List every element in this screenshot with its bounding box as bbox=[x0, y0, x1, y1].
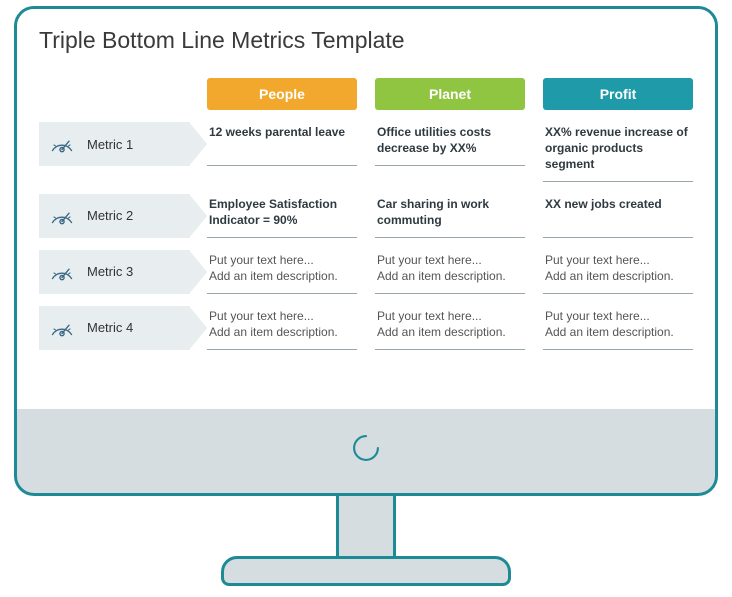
metric-cell: XX new jobs created bbox=[543, 194, 693, 238]
metric-label: Metric 2 bbox=[39, 194, 189, 238]
gauge-icon bbox=[47, 257, 77, 287]
power-icon bbox=[349, 431, 383, 465]
monitor-neck bbox=[336, 496, 396, 556]
metric-cell: Put your text here... Add an item descri… bbox=[207, 250, 357, 294]
gauge-icon bbox=[47, 201, 77, 231]
monitor-chin bbox=[17, 403, 715, 493]
metric-label: Metric 1 bbox=[39, 122, 189, 166]
metric-label-text: Metric 3 bbox=[87, 264, 133, 279]
metric-cell: Put your text here... Add an item descri… bbox=[375, 306, 525, 350]
metric-cell: Office utilities costs decrease by XX% bbox=[375, 122, 525, 166]
col-header-people: People bbox=[207, 78, 357, 110]
metric-cell: Employee Satisfaction Indicator = 90% bbox=[207, 194, 357, 238]
gauge-icon bbox=[47, 129, 77, 159]
metric-cell: Put your text here... Add an item descri… bbox=[375, 250, 525, 294]
metric-label: Metric 4 bbox=[39, 306, 189, 350]
metric-label-text: Metric 2 bbox=[87, 208, 133, 223]
metrics-grid: People Planet Profit Metric 1 12 weeks pa… bbox=[39, 78, 693, 350]
pill-profit: Profit bbox=[543, 78, 693, 110]
page-title: Triple Bottom Line Metrics Template bbox=[39, 27, 693, 54]
gauge-icon bbox=[47, 313, 77, 343]
screen-bezel: Triple Bottom Line Metrics Template Peop… bbox=[14, 6, 718, 496]
metric-cell: Car sharing in work commuting bbox=[375, 194, 525, 238]
col-header-profit: Profit bbox=[543, 78, 693, 110]
monitor-frame: Triple Bottom Line Metrics Template Peop… bbox=[14, 6, 718, 586]
slide-area: Triple Bottom Line Metrics Template Peop… bbox=[17, 9, 715, 409]
metric-cell: Put your text here... Add an item descri… bbox=[207, 306, 357, 350]
metric-cell: Put your text here... Add an item descri… bbox=[543, 306, 693, 350]
metric-label: Metric 3 bbox=[39, 250, 189, 294]
pill-planet: Planet bbox=[375, 78, 525, 110]
pill-people: People bbox=[207, 78, 357, 110]
metric-cell: Put your text here... Add an item descri… bbox=[543, 250, 693, 294]
metric-cell: XX% revenue increase of organic products… bbox=[543, 122, 693, 182]
metric-label-text: Metric 4 bbox=[87, 320, 133, 335]
monitor-base bbox=[221, 556, 511, 586]
metric-label-text: Metric 1 bbox=[87, 137, 133, 152]
col-header-planet: Planet bbox=[375, 78, 525, 110]
metric-cell: 12 weeks parental leave bbox=[207, 122, 357, 166]
